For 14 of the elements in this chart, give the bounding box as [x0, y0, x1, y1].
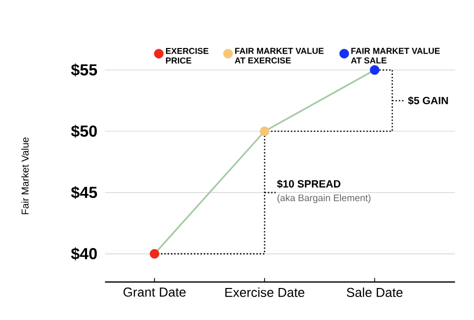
y-tick-label: $45	[71, 186, 98, 200]
y-tick-label: $50	[71, 124, 97, 138]
y-tick-label: $55	[71, 63, 98, 77]
x-tick-label: Exercise Date	[225, 288, 304, 298]
legend-label: EXERCISE PRICE	[166, 48, 208, 64]
annotation: $10 SPREAD	[277, 180, 340, 188]
x-tick-label: Sale Date	[346, 288, 402, 298]
legend-label: FAIR MARKET VALUE AT SALE	[351, 48, 440, 64]
y-tick-label: $40	[71, 247, 97, 260]
x-tick-label: Grant Date	[124, 288, 186, 297]
y-axis-title: Fair Market Value	[21, 138, 29, 214]
legend-label: FAIR MARKET VALUE AT EXERCISE	[234, 48, 324, 64]
annotation: (aka Bargain Element)	[277, 194, 370, 204]
annotation: $5 GAIN	[408, 96, 448, 105]
